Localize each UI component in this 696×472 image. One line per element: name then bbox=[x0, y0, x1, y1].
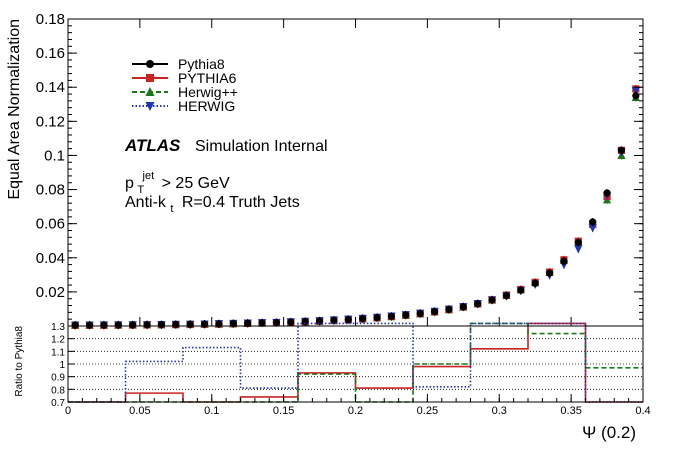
legend-marker bbox=[146, 74, 154, 82]
jets-post: R=0.4 Truth Jets bbox=[182, 194, 300, 211]
data-point bbox=[258, 319, 266, 327]
data-point bbox=[488, 296, 496, 304]
ratio-y-axis-title: Ratio to Pythia8 bbox=[14, 326, 25, 397]
top-y-tick-label: 0.16 bbox=[36, 45, 65, 62]
data-point bbox=[301, 317, 309, 326]
ratio-y-tick-label: 0.7 bbox=[51, 398, 65, 409]
data-point bbox=[574, 245, 583, 254]
ratio-y-tick-label: 0.8 bbox=[51, 385, 65, 396]
data-point bbox=[588, 224, 597, 233]
top-y-tick-label: 0.14 bbox=[36, 79, 65, 96]
x-tick-label: 0.05 bbox=[129, 405, 150, 417]
data-point bbox=[632, 92, 640, 100]
data-point bbox=[330, 316, 338, 324]
jets-pre: Anti-k bbox=[125, 194, 167, 211]
data-point bbox=[287, 318, 295, 326]
data-point bbox=[244, 319, 252, 327]
x-tick-label: 0.3 bbox=[492, 405, 507, 417]
data-point bbox=[100, 321, 108, 329]
data-point bbox=[617, 146, 626, 154]
x-tick-label: 0.1 bbox=[204, 405, 219, 417]
x-tick-label: 0.4 bbox=[635, 405, 650, 417]
pt-cut-label: p T jet > 25 GeV bbox=[125, 166, 230, 197]
data-point bbox=[157, 321, 166, 329]
top-y-tick-label: 0.18 bbox=[36, 11, 65, 28]
data-point bbox=[531, 279, 539, 287]
atlas-label: ATLAS bbox=[124, 136, 181, 155]
legend-label: Herwig++ bbox=[178, 84, 238, 100]
pt-cut-sub: T bbox=[137, 184, 144, 196]
legend-marker bbox=[146, 60, 154, 68]
data-point bbox=[502, 292, 511, 300]
data-point bbox=[430, 308, 439, 316]
ratio-lines bbox=[68, 322, 643, 403]
data-point bbox=[186, 320, 194, 328]
data-point bbox=[344, 315, 352, 324]
x-axis-title: Ψ (0.2) bbox=[582, 423, 636, 442]
legend-label: Pythia8 bbox=[178, 56, 225, 72]
top-y-axis-title: Equal Area Normalization bbox=[6, 19, 23, 200]
data-point bbox=[172, 320, 180, 329]
legend-marker bbox=[145, 102, 155, 111]
pt-cut-sup: jet bbox=[142, 170, 155, 182]
data-point bbox=[445, 305, 453, 314]
atlas-tag: Simulation Internal bbox=[195, 138, 328, 155]
top-y-tick-label: 0.06 bbox=[36, 216, 65, 233]
data-point bbox=[85, 321, 94, 329]
top-y-tick-label: 0.02 bbox=[36, 284, 65, 301]
jets-label: Anti-k t R=0.4 Truth Jets bbox=[125, 194, 300, 216]
data-point bbox=[574, 238, 582, 247]
legend-marker bbox=[145, 87, 155, 96]
data-point bbox=[560, 257, 568, 265]
ratio-line-herwig- bbox=[68, 322, 643, 403]
series-herwig- bbox=[71, 92, 640, 330]
top-y-tick-label: 0.08 bbox=[36, 182, 65, 199]
ratio-y-tick-label: 1.3 bbox=[51, 322, 65, 333]
x-tick-label: 0.2 bbox=[348, 405, 363, 417]
data-point bbox=[517, 286, 525, 294]
ratio-y-tick-label: 1.1 bbox=[51, 347, 65, 358]
data-point bbox=[545, 269, 554, 277]
data-point bbox=[387, 312, 396, 321]
top-y-tick-label: 0.04 bbox=[36, 250, 65, 267]
pt-cut-rest: > 25 GeV bbox=[162, 175, 230, 192]
data-point bbox=[143, 321, 151, 329]
legend-label: HERWIG bbox=[178, 98, 235, 114]
ratio-y-tick-label: 1.2 bbox=[51, 335, 65, 346]
legend-label: PYTHIA6 bbox=[178, 70, 237, 86]
data-point bbox=[416, 309, 424, 318]
data-point bbox=[272, 318, 281, 327]
x-tick-label: 0.15 bbox=[273, 405, 294, 417]
data-point bbox=[589, 218, 597, 226]
ratio-x-axis: 0 0.05 0.1 0.15 0.2 0.25 0.3 0.35 0.4 bbox=[65, 394, 651, 417]
data-point bbox=[373, 314, 381, 322]
data-point bbox=[402, 311, 410, 319]
ratio-y-tick-label: 0.9 bbox=[51, 373, 65, 384]
x-tick-label: 0.25 bbox=[417, 405, 438, 417]
x-tick-label: 0.35 bbox=[560, 405, 581, 417]
data-point bbox=[129, 321, 137, 329]
top-y-axis: 0.02 0.04 0.06 0.08 0.1 0.12 0.14 0.16 0.18 bbox=[36, 11, 644, 327]
data-point bbox=[200, 320, 209, 328]
ratio-y-tick-label: 1 bbox=[59, 360, 65, 371]
data-point bbox=[631, 87, 640, 96]
top-y-tick-label: 0.12 bbox=[36, 113, 65, 130]
pt-cut-p: p bbox=[125, 175, 134, 192]
data-point bbox=[114, 321, 122, 329]
x-tick-label: 0 bbox=[65, 405, 71, 417]
ratio-y-axis: 0.7 0.80.9 1 1.11.2 1.3 bbox=[51, 322, 75, 409]
data-point bbox=[474, 300, 482, 308]
data-point bbox=[229, 320, 237, 328]
jets-sub: t bbox=[170, 203, 173, 215]
data-point bbox=[459, 303, 467, 311]
series-pythia8 bbox=[71, 91, 640, 330]
data-point bbox=[359, 315, 367, 323]
top-y-tick-label: 0.1 bbox=[44, 147, 65, 164]
data-point bbox=[603, 189, 611, 197]
data-point bbox=[71, 321, 79, 329]
data-point bbox=[315, 317, 324, 325]
